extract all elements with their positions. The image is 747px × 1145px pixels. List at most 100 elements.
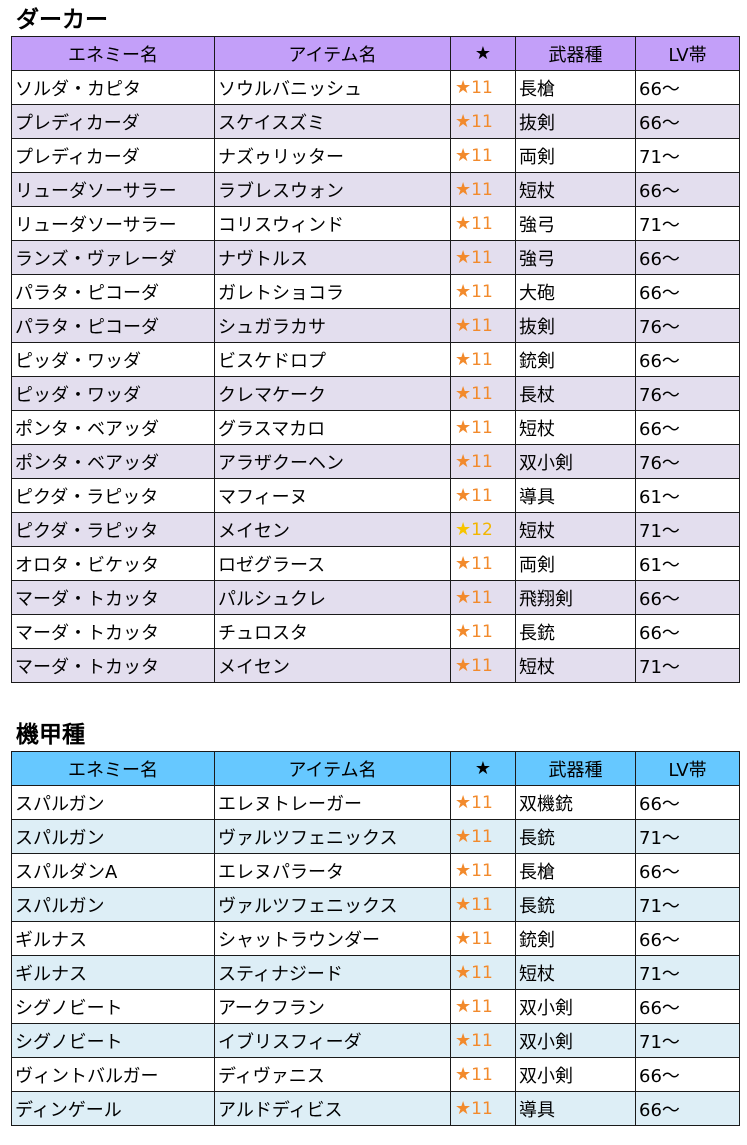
enemy-name-cell: パラタ・ピコーダ — [11, 274, 215, 309]
table-row: スパルガン ヴァルツフェニックス ★11 長銃 71～ — [11, 887, 740, 922]
enemy-name-cell: リューダソーサラー — [11, 206, 215, 241]
star-icon: ★ — [455, 247, 472, 268]
rarity-number: 11 — [471, 1065, 493, 1085]
level-range-cell: 76～ — [635, 376, 740, 411]
enemy-name-cell: ランズ・ヴァレーダ — [11, 240, 215, 275]
enemy-name-cell: ピクダ・ラピッタ — [11, 478, 215, 513]
table-row: ピッダ・ワッダ クレマケーク ★11 長杖 76～ — [11, 376, 740, 411]
item-name-cell: アルドディビス — [214, 1091, 451, 1126]
header-weapon-type: 武器種 — [515, 36, 636, 71]
rarity-cell: ★11 — [450, 1057, 516, 1092]
star-icon: ★ — [455, 928, 472, 949]
item-name-cell: ラブレスウォン — [214, 172, 451, 207]
weapon-type-cell: 長杖 — [515, 376, 636, 411]
item-name-cell: シャットラウンダー — [214, 921, 451, 956]
star-icon: ★ — [455, 587, 472, 608]
star-icon: ★ — [455, 1030, 472, 1051]
rarity-number: 11 — [471, 486, 493, 506]
item-name-cell: スティナジード — [214, 955, 451, 990]
star-icon: ★ — [455, 621, 472, 642]
rarity-cell: ★11 — [450, 853, 516, 888]
table-row: オロタ・ビケッタ ロゼグラース ★11 両剣 61～ — [11, 546, 740, 581]
star-icon: ★ — [455, 383, 472, 404]
table-row: ピクダ・ラピッタ マフィーヌ ★11 導具 61～ — [11, 478, 740, 513]
table-row: ギルナス シャットラウンダー ★11 銃剣 66～ — [11, 921, 740, 956]
star-icon: ★ — [455, 145, 472, 166]
table-body: スパルガン エレヌトレーガー ★11 双機銃 66～ スパルガン ヴァルツフェニックス ★11… — [11, 785, 740, 1126]
level-range-cell: 71～ — [635, 955, 740, 990]
rarity-cell: ★11 — [450, 172, 516, 207]
weapon-type-cell: 短杖 — [515, 955, 636, 990]
rarity-cell: ★11 — [450, 955, 516, 990]
level-range-cell: 66～ — [635, 921, 740, 956]
rarity-cell: ★11 — [450, 342, 516, 377]
header-level-range: LV帯 — [635, 751, 740, 786]
rarity-cell: ★11 — [450, 444, 516, 479]
level-range-cell: 66～ — [635, 853, 740, 888]
rarity-number: 11 — [471, 112, 493, 132]
rarity-number: 11 — [471, 452, 493, 472]
weapon-type-cell: 短杖 — [515, 512, 636, 547]
star-icon: ★ — [455, 77, 472, 98]
table-row: スパルダンA エレヌパラータ ★11 長槍 66～ — [11, 853, 740, 888]
rarity-number: 11 — [471, 180, 493, 200]
item-name-cell: ガレトショコラ — [214, 274, 451, 309]
rarity-cell: ★11 — [450, 104, 516, 139]
enemy-name-cell: スパルガン — [11, 819, 215, 854]
weapon-type-cell: 短杖 — [515, 172, 636, 207]
rarity-number: 11 — [471, 554, 493, 574]
star-icon: ★ — [455, 111, 472, 132]
star-icon: ★ — [455, 655, 472, 676]
weapon-type-cell: 両剣 — [515, 138, 636, 173]
weapon-type-cell: 導具 — [515, 478, 636, 513]
level-range-cell: 66～ — [635, 614, 740, 649]
header-weapon-type: 武器種 — [515, 751, 636, 786]
star-icon: ★ — [455, 519, 472, 540]
rarity-number: 11 — [471, 248, 493, 268]
weapon-type-cell: 大砲 — [515, 274, 636, 309]
table-row: シグノビート アークフラン ★11 双小剣 66～ — [11, 989, 740, 1024]
enemy-name-cell: リューダソーサラー — [11, 172, 215, 207]
rarity-cell: ★11 — [450, 989, 516, 1024]
rarity-cell: ★12 — [450, 512, 516, 547]
item-name-cell: ロゼグラース — [214, 546, 451, 581]
table-row: ギルナス スティナジード ★11 短杖 71～ — [11, 955, 740, 990]
level-range-cell: 66～ — [635, 989, 740, 1024]
table-row: シグノビート イブリスフィーダ ★11 双小剣 71～ — [11, 1023, 740, 1058]
rarity-cell: ★11 — [450, 410, 516, 445]
star-icon: ★ — [455, 213, 472, 234]
level-range-cell: 66～ — [635, 104, 740, 139]
rarity-cell: ★11 — [450, 274, 516, 309]
rarity-cell: ★11 — [450, 240, 516, 275]
header-enemy-name: エネミー名 — [11, 36, 215, 71]
rarity-number: 11 — [471, 418, 493, 438]
level-range-cell: 66～ — [635, 410, 740, 445]
item-name-cell: ナヴトルス — [214, 240, 451, 275]
enemy-name-cell: ギルナス — [11, 955, 215, 990]
level-range-cell: 66～ — [635, 274, 740, 309]
enemy-name-cell: スパルガン — [11, 785, 215, 820]
enemy-name-cell: ディンゲール — [11, 1091, 215, 1126]
level-range-cell: 66～ — [635, 172, 740, 207]
level-range-cell: 71～ — [635, 138, 740, 173]
weapon-type-cell: 短杖 — [515, 648, 636, 683]
table-row: パラタ・ピコーダ ガレトショコラ ★11 大砲 66～ — [11, 274, 740, 309]
enemy-name-cell: スパルガン — [11, 887, 215, 922]
header-rarity-star: ★ — [450, 36, 516, 71]
rarity-cell: ★11 — [450, 580, 516, 615]
rarity-number: 11 — [471, 588, 493, 608]
weapon-type-cell: 抜剣 — [515, 308, 636, 343]
table-row: リューダソーサラー コリスウィンド ★11 強弓 71～ — [11, 206, 740, 241]
enemy-name-cell: ポンタ・ベアッダ — [11, 444, 215, 479]
rarity-number: 11 — [471, 895, 493, 915]
rarity-number: 11 — [471, 1099, 493, 1119]
table-row: ディンゲール アルドディビス ★11 導具 66～ — [11, 1091, 740, 1126]
rarity-number: 11 — [471, 282, 493, 302]
item-name-cell: スケイスズミ — [214, 104, 451, 139]
header-row: エネミー名 アイテム名 ★ 武器種 LV帯 — [11, 751, 740, 786]
header-row: エネミー名 アイテム名 ★ 武器種 LV帯 — [11, 36, 740, 71]
rarity-number: 11 — [471, 963, 493, 983]
item-name-cell: シュガラカサ — [214, 308, 451, 343]
enemy-name-cell: パラタ・ピコーダ — [11, 308, 215, 343]
enemy-name-cell: ポンタ・ベアッダ — [11, 410, 215, 445]
